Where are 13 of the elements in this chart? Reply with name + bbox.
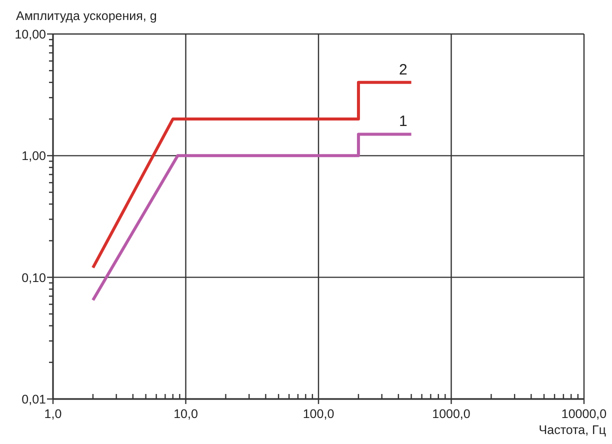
- x-tick-label: 10000,0: [561, 407, 607, 421]
- x-tick-label: 1,0: [44, 407, 62, 421]
- y-tick-label: 10,00: [14, 28, 46, 42]
- x-tick-label: 1000,0: [432, 407, 470, 421]
- y-tick-label: 0,01: [22, 392, 46, 406]
- x-axis-title: Частота, Гц: [538, 423, 606, 437]
- y-tick-label: 1,00: [22, 149, 46, 164]
- x-tick-label: 10,0: [174, 407, 198, 421]
- series-label: 2: [398, 61, 408, 78]
- y-tick-label: 0,10: [22, 270, 46, 285]
- y-axis-title: Амплитуда ускорения, g: [16, 9, 157, 23]
- series-label: 1: [398, 113, 408, 130]
- x-tick-label: 100,0: [302, 407, 334, 421]
